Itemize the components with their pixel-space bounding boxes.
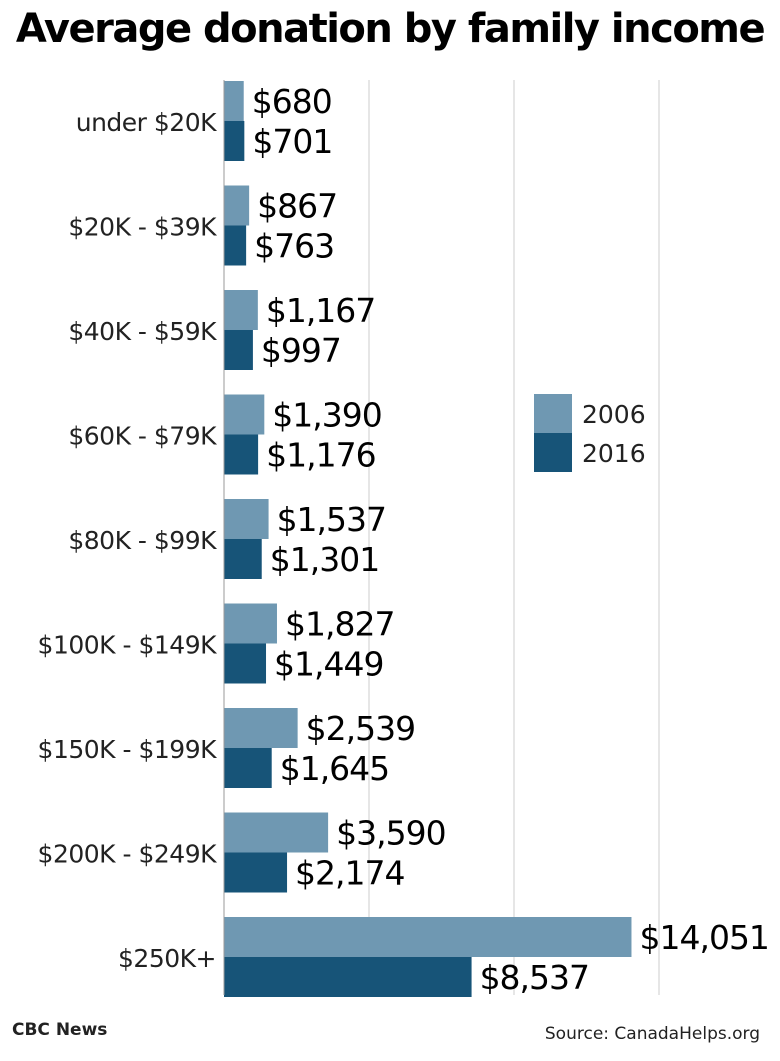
bar-2016-0 (224, 121, 245, 161)
data-label-2016-5: $1,449 (274, 645, 383, 684)
footer-credit: CBC News (12, 1020, 108, 1040)
category-label-6: $150K - $199K (38, 735, 218, 764)
legend-swatch-2006 (534, 394, 572, 433)
bar-2016-3 (224, 434, 259, 475)
category-label-8: $250K+ (118, 944, 216, 973)
data-label-2016-6: $1,645 (280, 749, 389, 788)
data-label-2016-8: $8,537 (480, 958, 589, 997)
bar-2016-6 (224, 748, 272, 788)
data-label-2006-3: $1,390 (272, 396, 381, 435)
legend-label-2006: 2006 (582, 400, 646, 429)
data-label-2016-1: $763 (254, 227, 334, 266)
bar-2006-3 (224, 394, 265, 435)
bar-2016-4 (224, 539, 262, 579)
bar-2016-7 (224, 852, 288, 893)
footer-source: Source: CanadaHelps.org (544, 1024, 760, 1044)
data-label-2006-6: $2,539 (306, 709, 415, 748)
data-label-2006-8: $14,051 (639, 918, 768, 957)
data-label-2016-0: $701 (252, 122, 332, 161)
data-label-2006-1: $867 (257, 187, 337, 226)
data-label-2006-2: $1,167 (266, 291, 375, 330)
legend-label-2016: 2016 (582, 439, 646, 468)
bar-2016-2 (224, 330, 253, 370)
category-label-5: $100K - $149K (38, 631, 218, 660)
data-label-2006-0: $680 (252, 82, 332, 121)
category-label-2: $40K - $59K (68, 317, 217, 346)
data-label-2006-5: $1,827 (285, 605, 394, 644)
bar-2006-8 (224, 917, 632, 957)
data-label-2016-2: $997 (261, 331, 341, 370)
data-label-2016-3: $1,176 (266, 436, 375, 475)
bar-2016-5 (224, 643, 267, 684)
bar-2006-4 (224, 499, 269, 539)
chart-title: Average donation by family income (15, 6, 766, 52)
data-label-2016-4: $1,301 (270, 540, 379, 579)
bar-2006-5 (224, 603, 277, 644)
bar-2006-1 (224, 185, 250, 226)
legend-swatch-2016 (534, 433, 572, 472)
category-label-0: under $20K (76, 108, 217, 137)
bar-2016-1 (224, 225, 247, 266)
data-label-2006-4: $1,537 (277, 500, 386, 539)
bar-2006-2 (224, 290, 258, 330)
category-label-7: $200K - $249K (38, 840, 218, 869)
data-label-2006-7: $3,590 (336, 814, 445, 853)
category-label-4: $80K - $99K (68, 526, 217, 555)
category-label-1: $20K - $39K (68, 213, 217, 242)
data-label-2016-7: $2,174 (295, 854, 404, 893)
bar-2016-8 (224, 957, 472, 997)
bar-2006-0 (224, 81, 244, 121)
bar-2006-6 (224, 708, 298, 748)
bar-2006-7 (224, 812, 329, 853)
category-label-3: $60K - $79K (68, 422, 217, 451)
